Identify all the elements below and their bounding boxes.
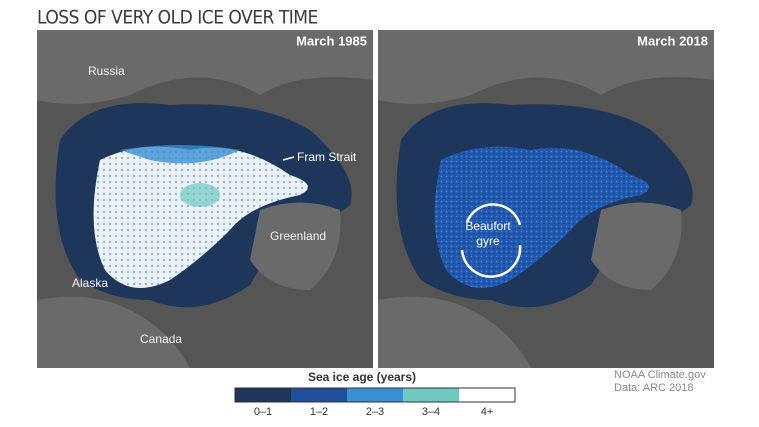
gyre-arrow: [460, 244, 522, 278]
place-label: Beaufort: [465, 219, 511, 233]
legend-border: [234, 387, 516, 403]
panel-title: March 1985: [296, 33, 367, 48]
place-label: Alaska: [72, 276, 108, 290]
legend-swatch: [459, 388, 515, 402]
place-label: Greenland: [270, 229, 326, 243]
place-label: Fram Strait: [297, 150, 357, 164]
legend-label: 0–1: [254, 406, 272, 418]
credit: Data: ARC 2018: [614, 382, 694, 394]
legend-label: 1–2: [310, 406, 328, 418]
map-1985: [37, 30, 373, 368]
gyre-arrow: [465, 203, 522, 226]
legend-label: 2–3: [366, 406, 384, 418]
credit: NOAA Climate.gov: [614, 369, 706, 381]
legend: 0–1 1–2 2–3 3–4 4+: [235, 388, 515, 418]
place-label: Canada: [140, 332, 182, 346]
panel-title: March 2018: [637, 33, 708, 48]
map-2018: [378, 30, 714, 368]
pointer: [282, 156, 295, 161]
title: LOSS OF VERY OLD ICE OVER TIME: [37, 7, 318, 29]
place-label: gyre: [476, 234, 500, 248]
legend-title: Sea ice age (years): [308, 370, 416, 384]
legend-swatch: [235, 388, 291, 402]
legend-swatch: [291, 388, 347, 402]
legend-label: 4+: [481, 406, 494, 418]
legend-swatch: [403, 388, 459, 402]
place-label: Russia: [88, 64, 125, 78]
legend-label: 3–4: [422, 406, 440, 418]
legend-swatch: [347, 388, 403, 402]
